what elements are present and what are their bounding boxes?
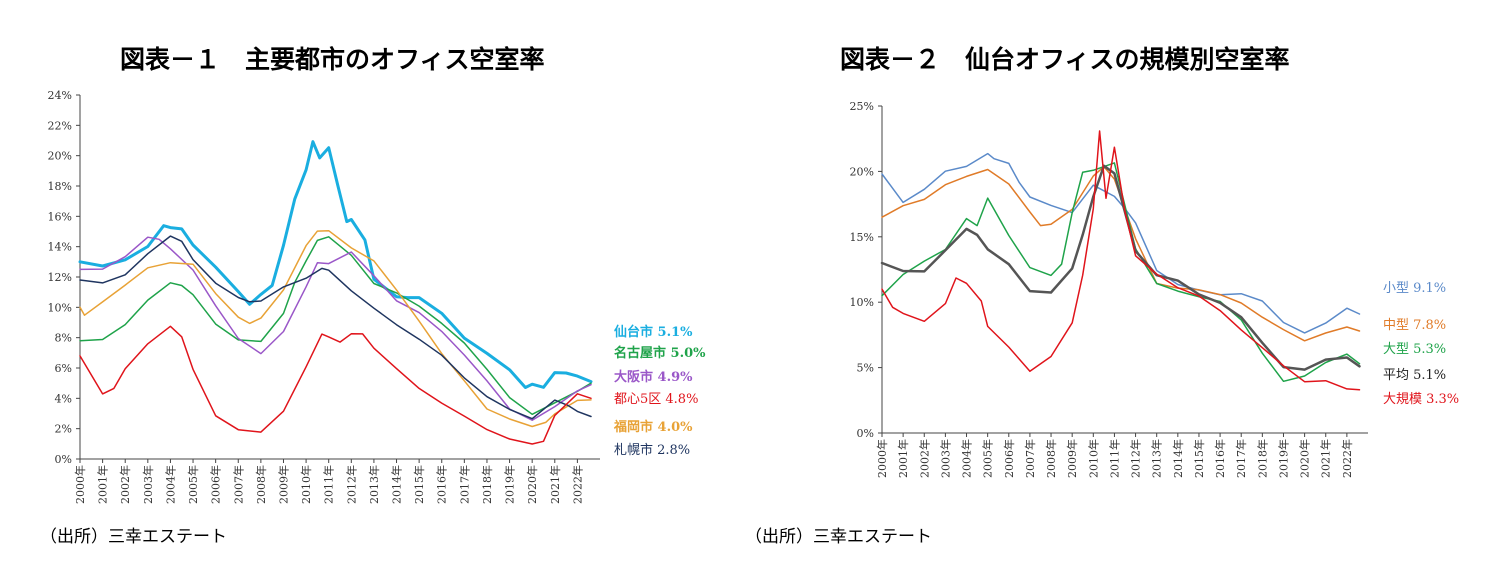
chart2-x-tick-label: 2021年 xyxy=(1319,439,1333,478)
chart1-x-tick-label: 2001年 xyxy=(96,465,110,504)
chart1-x-tick-label: 2011年 xyxy=(322,465,336,504)
chart1-x-tick-label: 2015年 xyxy=(412,465,426,504)
chart2-x-tick-label: 2018年 xyxy=(1255,439,1269,478)
chart2-x-tick-label: 2016年 xyxy=(1213,439,1227,478)
chart1-x-tick-label: 2022年 xyxy=(570,465,584,504)
chart1-y-tick-label: 16% xyxy=(48,210,72,223)
chart1-x-tick-label: 2004年 xyxy=(163,465,177,504)
chart1-y-tick-label: 0% xyxy=(55,453,72,466)
chart2-x-tick-label: 2010年 xyxy=(1086,439,1100,478)
chart1-y-tick-label: 14% xyxy=(48,241,72,254)
chart2-x-tick-label: 2002年 xyxy=(917,439,931,478)
chart1-x-tick-label: 2019年 xyxy=(503,465,517,504)
chart1-series-line-4 xyxy=(79,235,592,420)
chart1-y-tick-label: 4% xyxy=(55,392,72,405)
chart2-x-tick-label: 2000年 xyxy=(875,439,889,478)
chart2-series-line-3 xyxy=(880,164,1361,371)
chart2-y-tick-label: 25% xyxy=(850,100,874,113)
chart1-series-line-0 xyxy=(78,140,593,389)
chart1-series-line-5 xyxy=(79,325,592,445)
chart2-x-tick-label: 2007年 xyxy=(1023,439,1037,478)
chart2-x-tick-label: 2004年 xyxy=(960,439,974,478)
chart1-series-label-0: 仙台市 5.1% xyxy=(614,324,693,340)
chart2-x-tick-label: 2022年 xyxy=(1340,439,1354,478)
chart2-title: 図表－２ 仙台オフィスの規模別空室率 xyxy=(840,45,1290,74)
chart1-y-tick-label: 24% xyxy=(48,89,72,102)
chart1-x-tick-label: 2016年 xyxy=(435,465,449,504)
chart2-x-tick-label: 2013年 xyxy=(1150,439,1164,478)
chart1-x-tick-label: 2002年 xyxy=(118,465,132,504)
chart1-svg: 0% 2% 4% 6% 8% 10% 12% 14% 16% 18% 20% 22% 24% 2000年 2… xyxy=(48,89,707,504)
chart1-title: 図表－１ 主要都市のオフィス空室率 xyxy=(120,45,545,74)
chart1-x-tick-label: 2020年 xyxy=(525,465,539,504)
chart2-series-label-1: 中型 7.8% xyxy=(1383,318,1446,333)
chart2-x-tick-label: 2005年 xyxy=(981,439,995,478)
chart2-y-tick-label: 10% xyxy=(850,296,874,309)
chart1-x-tick-label: 2000年 xyxy=(73,465,87,504)
chart1-x-tick-label: 2013年 xyxy=(367,465,381,504)
chart1-x-tick-label: 2008年 xyxy=(254,465,268,504)
chart1-x-tick-label: 2007年 xyxy=(231,465,245,504)
chart1-y-tick-label: 22% xyxy=(48,119,72,132)
chart1-x-tick-label: 2012年 xyxy=(344,465,358,504)
chart2-series-label-2: 大型 5.3% xyxy=(1383,342,1446,357)
chart1-x-tick-label: 2003年 xyxy=(141,465,155,504)
chart2-x-tick-label: 2020年 xyxy=(1298,439,1312,478)
chart2-source: （出所）三幸エステート xyxy=(745,527,932,547)
chart2-series-label-4: 大規模 3.3% xyxy=(1383,392,1459,407)
chart2-x-tick-label: 2011年 xyxy=(1107,439,1121,478)
chart1-series-label-2: 大阪市 4.9% xyxy=(614,369,693,385)
chart1-x-tick-label: 2010年 xyxy=(299,465,313,504)
chart2-x-tick-label: 2006年 xyxy=(1002,439,1016,478)
chart1-x-tick-label: 2014年 xyxy=(390,465,404,504)
chart1-x-tick-label: 2021年 xyxy=(548,465,562,504)
chart1-y-tick-label: 12% xyxy=(48,271,72,284)
chart1-x-tick-label: 2017年 xyxy=(457,465,471,504)
chart2-x-tick-label: 2009年 xyxy=(1065,439,1079,478)
chart1-y-tick-label: 8% xyxy=(55,332,72,345)
chart1-x-tick-label: 2009年 xyxy=(276,465,290,504)
chart1-y-tick-label: 18% xyxy=(48,180,72,193)
chart2-x-tick-label: 2001年 xyxy=(896,439,910,478)
chart2-x-tick-label: 2017年 xyxy=(1234,439,1248,478)
chart1-y-tick-label: 6% xyxy=(55,362,72,375)
chart1-series-line-3 xyxy=(79,229,592,428)
chart2-series-label-3: 平均 5.1% xyxy=(1383,368,1446,383)
chart1-source: （出所）三幸エステート xyxy=(40,527,227,547)
chart2-series-line-2 xyxy=(881,162,1361,383)
chart1-series-line-1 xyxy=(79,236,592,416)
chart1-series-label-4: 福岡市 4.0% xyxy=(613,419,693,435)
chart2-x-tick-label: 2014年 xyxy=(1171,439,1185,478)
chart1-y-tick-label: 2% xyxy=(55,423,72,436)
chart2-x-tick-label: 2008年 xyxy=(1044,439,1058,478)
chart2-x-tick-label: 2019年 xyxy=(1276,439,1290,478)
chart1-y-tick-label: 20% xyxy=(48,150,72,163)
chart2-series-line-4 xyxy=(881,130,1361,391)
chart2-y-tick-label: 15% xyxy=(850,231,874,244)
chart2-y-tick-label: 0% xyxy=(857,427,874,440)
chart1-x-tick-label: 2005年 xyxy=(186,465,200,504)
chart1-x-tick-label: 2006年 xyxy=(209,465,223,504)
chart2-x-tick-label: 2003年 xyxy=(938,439,952,478)
chart2-x-tick-label: 2015年 xyxy=(1192,439,1206,478)
chart2-y-tick-label: 5% xyxy=(857,362,874,375)
chart2-x-tick-label: 2012年 xyxy=(1129,439,1143,478)
chart1-series-label-3: 都心5区 4.8% xyxy=(614,392,698,407)
chart1-x-tick-label: 2018年 xyxy=(480,465,494,504)
chart1-series-label-1: 名古屋市 5.0% xyxy=(614,345,706,361)
chart1-y-tick-label: 10% xyxy=(48,301,72,314)
chart2-series-line-0 xyxy=(881,152,1361,334)
chart1-series-line-2 xyxy=(79,236,592,421)
chart2-series-label-0: 小型 9.1% xyxy=(1383,281,1446,296)
chart2-series-line-1 xyxy=(881,165,1361,342)
chart1-series-label-5: 札幌市 2.8% xyxy=(614,442,690,458)
chart2-y-tick-label: 20% xyxy=(850,165,874,178)
